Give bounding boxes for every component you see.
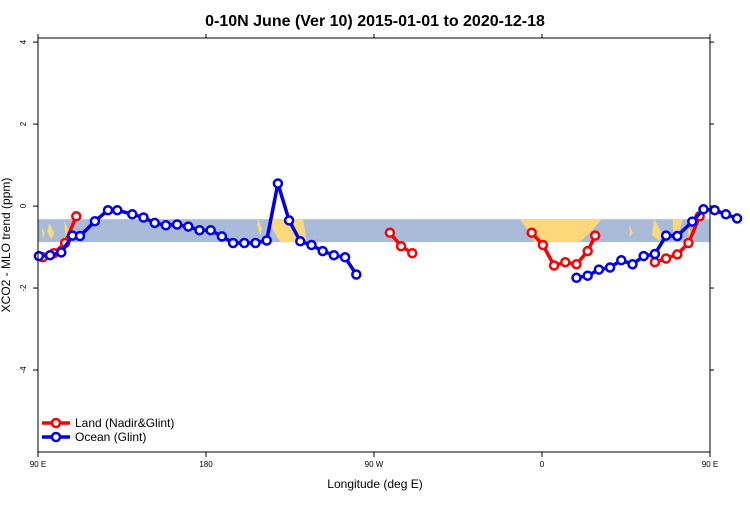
data-point xyxy=(306,239,317,251)
series-layer xyxy=(33,178,743,284)
data-point xyxy=(239,237,250,249)
data-point xyxy=(250,237,261,249)
data-point xyxy=(112,204,123,216)
x-axis: 90 E 180 90 W 0 90 E xyxy=(30,34,718,469)
data-point xyxy=(571,272,582,284)
land-ocean-band xyxy=(38,219,710,243)
x-tick-label: 90 W xyxy=(365,460,384,469)
y-tick-label: 0 xyxy=(19,203,28,208)
legend-label: Land (Nadir&Glint) xyxy=(75,416,174,430)
data-point xyxy=(138,212,149,223)
data-point xyxy=(351,269,362,280)
land-patch xyxy=(629,225,633,238)
data-point xyxy=(328,249,340,261)
data-point xyxy=(295,236,306,247)
data-point xyxy=(720,209,732,220)
x-axis-title: Longitude (deg E) xyxy=(327,477,422,491)
y-tick-label: 4 xyxy=(19,39,28,44)
data-point xyxy=(638,250,649,262)
land-patch xyxy=(687,225,692,240)
y-tick-label: 2 xyxy=(19,121,28,126)
data-point xyxy=(709,204,720,216)
data-point xyxy=(205,224,216,236)
ocean-band xyxy=(38,219,710,243)
data-point xyxy=(407,247,418,259)
data-point xyxy=(71,211,82,222)
data-point xyxy=(687,216,698,227)
x-tick-label: 180 xyxy=(199,460,213,469)
y-axis-title: XCO2 - MLO trend (ppm) xyxy=(0,178,13,313)
data-point xyxy=(526,227,537,238)
data-point xyxy=(33,250,45,262)
data-point xyxy=(698,204,709,215)
x-tick-label: 0 xyxy=(540,460,545,469)
data-point xyxy=(582,270,593,281)
data-point xyxy=(183,221,194,232)
data-point xyxy=(660,253,672,264)
data-point xyxy=(731,213,743,224)
data-point xyxy=(560,256,571,268)
data-point xyxy=(283,215,295,226)
data-point xyxy=(649,256,661,268)
data-point xyxy=(593,264,605,275)
data-point xyxy=(384,227,396,238)
y-tick-label: -4 xyxy=(19,366,28,374)
land-band xyxy=(41,219,692,243)
chart-title: 0-10N June (Ver 10) 2015-01-01 to 2020-1… xyxy=(205,13,545,30)
data-point xyxy=(216,231,228,242)
y-tick-label: -2 xyxy=(19,284,28,292)
land-patch xyxy=(41,227,45,240)
legend-marker xyxy=(50,417,62,429)
data-point xyxy=(672,249,683,260)
data-point xyxy=(317,245,328,257)
data-point xyxy=(660,230,672,241)
y-axis: 4 2 0 -2 -4 xyxy=(19,39,714,374)
data-point xyxy=(548,260,560,271)
data-point xyxy=(149,217,160,229)
data-point xyxy=(672,230,683,242)
land-patch xyxy=(652,219,662,242)
land-patch xyxy=(257,219,263,236)
data-point xyxy=(44,249,56,261)
plot-frame xyxy=(37,37,711,453)
legend: Land (Nadir&Glint)Ocean (Glint) xyxy=(42,416,174,444)
data-point xyxy=(194,224,205,236)
data-point xyxy=(56,247,67,258)
data-point xyxy=(102,204,114,216)
data-point xyxy=(604,262,616,273)
data-point xyxy=(616,254,627,266)
legend-label: Ocean (Glint) xyxy=(75,430,146,444)
data-point xyxy=(627,259,638,270)
data-point xyxy=(89,215,101,227)
data-point xyxy=(227,237,239,249)
data-point xyxy=(395,240,407,252)
data-point xyxy=(683,237,694,249)
data-point xyxy=(160,220,172,231)
data-point xyxy=(261,235,272,246)
series-ocean xyxy=(33,178,743,284)
data-point xyxy=(571,259,582,270)
data-point xyxy=(582,245,593,257)
x-tick-label: 90 E xyxy=(30,460,46,469)
land-patch xyxy=(519,219,602,243)
data-point xyxy=(127,209,138,220)
land-patch xyxy=(47,223,55,240)
data-point xyxy=(272,178,284,189)
data-point xyxy=(649,248,661,260)
data-point xyxy=(589,230,601,241)
legend-marker xyxy=(50,431,62,443)
data-point xyxy=(74,230,86,242)
data-point xyxy=(171,219,183,230)
data-point xyxy=(537,239,549,251)
data-point xyxy=(339,252,351,263)
x-tick-label: 90 E xyxy=(702,460,718,469)
